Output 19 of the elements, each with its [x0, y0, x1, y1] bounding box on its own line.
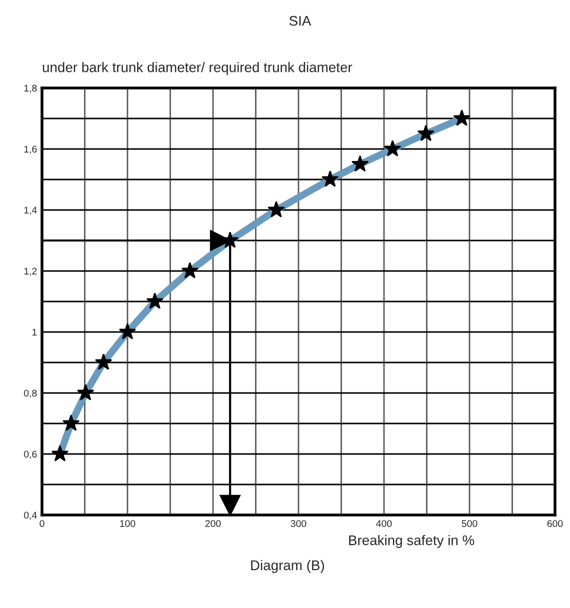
y-tick-label: 1,2 — [24, 268, 37, 276]
text: Diagram (B) — [251, 560, 324, 573]
x-tick-label: 100 — [120, 520, 136, 527]
y-tick-label: 0,4 — [24, 512, 37, 520]
y-tick-label: 1,8 — [24, 84, 37, 93]
x-axis-title: Breaking safety in % — [349, 535, 474, 548]
x-tick-label: 600 — [547, 520, 563, 527]
x-tick-label: 300 — [290, 520, 306, 527]
y-tick-label: 1,4 — [24, 206, 37, 215]
y-tick-label: 1 — [32, 328, 37, 336]
x-tick-label: 200 — [205, 520, 221, 527]
y-tick-label: 0,6 — [24, 450, 37, 459]
x-tick-label: 400 — [376, 520, 392, 527]
y-axis-title: under bark trunk diameter/ required trunk diameter — [42, 62, 352, 75]
x-tick-label: 0 — [40, 520, 44, 527]
y-tick-label: 0,8 — [24, 390, 37, 398]
y-tick-label: 1,6 — [24, 146, 37, 154]
x-tick-label: 500 — [462, 520, 478, 527]
chart-title: SIA — [289, 16, 312, 26]
